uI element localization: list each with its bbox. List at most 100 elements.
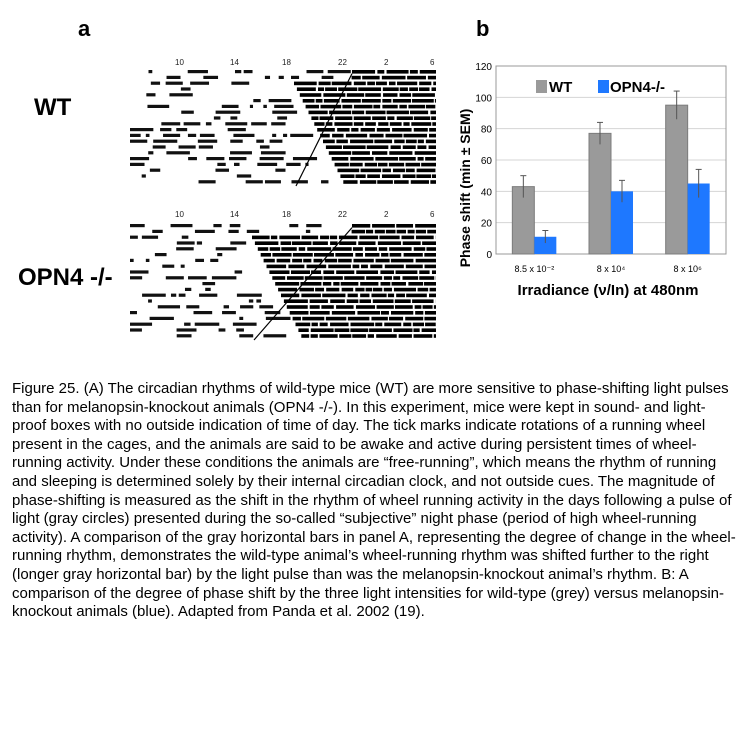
activity-tick xyxy=(364,162,378,167)
activity-tick xyxy=(399,93,412,97)
activity-tick xyxy=(289,224,299,228)
activity-tick xyxy=(402,145,416,149)
activity-tick xyxy=(264,75,271,79)
activity-tick xyxy=(330,322,349,327)
activity-tick xyxy=(320,104,342,109)
activity-tick xyxy=(416,168,436,173)
activity-tick xyxy=(230,139,243,143)
activity-tick xyxy=(312,241,328,245)
activity-tick xyxy=(429,128,436,132)
activity-tick xyxy=(234,70,242,74)
activity-tick xyxy=(339,241,357,245)
activity-tick xyxy=(336,305,354,309)
activity-tick xyxy=(302,316,325,321)
activity-tick xyxy=(353,258,374,263)
activity-tick xyxy=(424,316,436,321)
activity-tick xyxy=(236,174,252,178)
activity-tick xyxy=(338,235,358,240)
activity-tick xyxy=(349,162,363,167)
activity-tick xyxy=(431,270,436,274)
activity-tick xyxy=(211,276,237,280)
activity-tick xyxy=(217,253,223,257)
activity-tick xyxy=(310,328,334,332)
activity-tick xyxy=(381,253,389,257)
activity-tick xyxy=(130,270,149,274)
activity-tick xyxy=(239,334,254,338)
activity-tick xyxy=(417,287,429,292)
activity-tick xyxy=(231,81,250,85)
activity-tick xyxy=(415,235,434,240)
activity-tick xyxy=(309,299,328,303)
activity-tick xyxy=(229,224,241,228)
activity-tick xyxy=(429,293,436,298)
activity-tick xyxy=(416,174,432,178)
activity-tick xyxy=(257,162,278,166)
activity-tick xyxy=(130,128,154,132)
activity-tick xyxy=(332,133,344,138)
activity-tick xyxy=(375,81,387,86)
activity-tick xyxy=(412,93,435,97)
activity-tick xyxy=(399,104,407,109)
activity-tick xyxy=(351,75,361,80)
activity-tick xyxy=(210,258,219,262)
activity-tick xyxy=(350,139,374,144)
activity-tick xyxy=(412,322,425,327)
activity-tick xyxy=(362,75,380,80)
activity-tick xyxy=(339,334,352,338)
activity-tick xyxy=(356,270,379,274)
activity-tick xyxy=(367,81,375,86)
activity-tick xyxy=(322,282,332,286)
activity-tick xyxy=(406,293,427,298)
activity-tick xyxy=(149,168,161,172)
activity-tick xyxy=(413,334,433,338)
activity-tick xyxy=(184,287,192,291)
activity-tick xyxy=(426,247,436,251)
activity-tick xyxy=(419,87,430,91)
activity-tick xyxy=(401,235,415,240)
activity-tick xyxy=(377,162,388,167)
activity-tick xyxy=(213,116,221,120)
figure-caption: Figure 25. (A) The circadian rhythms of … xyxy=(12,380,736,621)
activity-tick xyxy=(130,258,134,262)
activity-tick xyxy=(417,157,424,161)
activity-tick xyxy=(323,270,335,274)
activity-tick xyxy=(383,276,392,280)
activity-tick xyxy=(352,247,363,251)
activity-tick xyxy=(240,305,254,309)
activity-tick xyxy=(321,305,334,309)
activity-tick xyxy=(306,264,327,269)
activity-tick xyxy=(320,235,330,240)
activity-tick xyxy=(369,133,384,138)
activity-tick xyxy=(265,316,291,320)
activity-tick xyxy=(388,162,405,167)
activity-tick xyxy=(290,133,314,137)
activity-tick xyxy=(180,87,191,91)
activity-tick xyxy=(360,168,382,173)
activity-tick xyxy=(379,235,400,240)
activity-tick xyxy=(372,116,386,120)
activity-tick xyxy=(421,328,436,332)
activity-tick xyxy=(161,122,181,126)
activity-tick xyxy=(141,235,159,239)
activity-tick xyxy=(300,282,322,286)
activity-tick xyxy=(396,229,407,234)
wt-tick: 2 xyxy=(384,58,389,67)
activity-tick xyxy=(352,334,367,338)
opn4-tick: 14 xyxy=(230,210,239,219)
activity-tick xyxy=(388,81,396,86)
x-tick-label: 8 x 10⁶ xyxy=(674,264,703,274)
activity-tick xyxy=(384,264,404,269)
activity-tick xyxy=(419,270,430,274)
activity-tick xyxy=(130,133,141,137)
activity-tick xyxy=(398,334,412,338)
wt-tick: 10 xyxy=(175,58,184,67)
activity-tick xyxy=(303,258,312,263)
activity-tick xyxy=(357,311,381,315)
activity-tick xyxy=(389,247,412,251)
activity-tick xyxy=(318,81,331,86)
activity-tick xyxy=(372,287,383,292)
activity-tick xyxy=(335,253,354,257)
activity-tick xyxy=(234,270,243,274)
activity-tick xyxy=(295,322,311,327)
activity-tick xyxy=(394,180,409,184)
